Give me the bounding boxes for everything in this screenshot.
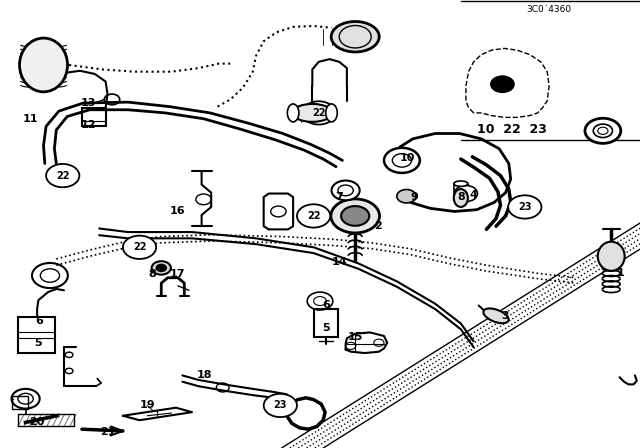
Circle shape xyxy=(397,190,416,203)
Text: 13: 13 xyxy=(81,98,96,108)
Ellipse shape xyxy=(332,22,380,52)
Circle shape xyxy=(331,199,380,233)
Text: ▬▬▬▬▬: ▬▬▬▬▬ xyxy=(22,407,62,428)
Text: 4: 4 xyxy=(470,190,477,200)
Text: 22: 22 xyxy=(56,171,70,181)
Text: 6: 6 xyxy=(36,316,44,326)
Text: 22: 22 xyxy=(312,108,326,118)
Text: 8: 8 xyxy=(457,192,465,202)
Ellipse shape xyxy=(598,242,625,271)
Text: 10  22  23: 10 22 23 xyxy=(477,122,547,136)
Circle shape xyxy=(341,206,369,226)
Circle shape xyxy=(302,101,335,125)
Text: 17: 17 xyxy=(170,269,186,279)
Ellipse shape xyxy=(454,181,468,186)
Text: 10: 10 xyxy=(399,153,415,163)
Circle shape xyxy=(491,76,514,92)
Text: 19: 19 xyxy=(140,401,155,410)
Circle shape xyxy=(156,264,166,271)
Text: 3C0´4360: 3C0´4360 xyxy=(527,5,572,14)
Text: 18: 18 xyxy=(197,370,212,380)
Circle shape xyxy=(454,185,477,202)
Text: 21: 21 xyxy=(100,427,115,437)
Circle shape xyxy=(585,118,621,143)
Ellipse shape xyxy=(483,309,509,323)
Circle shape xyxy=(508,195,541,219)
Text: 5: 5 xyxy=(35,338,42,348)
Text: 12: 12 xyxy=(81,121,96,130)
Text: 6: 6 xyxy=(323,300,330,310)
Ellipse shape xyxy=(326,104,337,122)
Text: 2: 2 xyxy=(374,221,381,231)
Circle shape xyxy=(332,181,360,200)
Text: 9: 9 xyxy=(411,192,419,202)
Text: 23: 23 xyxy=(518,202,532,212)
Text: 22: 22 xyxy=(307,211,321,221)
Circle shape xyxy=(297,204,330,228)
Text: 8: 8 xyxy=(148,269,156,279)
Text: 7: 7 xyxy=(335,192,343,202)
Text: 5: 5 xyxy=(323,323,330,333)
Circle shape xyxy=(123,236,156,259)
Text: 16: 16 xyxy=(170,206,186,215)
Text: 23: 23 xyxy=(273,401,287,410)
Text: 22: 22 xyxy=(132,242,147,252)
Circle shape xyxy=(152,261,171,275)
Ellipse shape xyxy=(292,104,332,122)
Ellipse shape xyxy=(287,104,299,122)
Text: 3: 3 xyxy=(502,311,509,321)
Circle shape xyxy=(384,148,420,173)
Text: 11: 11 xyxy=(23,114,38,124)
Text: 1: 1 xyxy=(617,268,625,278)
Ellipse shape xyxy=(454,189,468,207)
Circle shape xyxy=(46,164,79,187)
Ellipse shape xyxy=(20,38,68,92)
Text: 20: 20 xyxy=(29,417,45,427)
Circle shape xyxy=(264,394,297,417)
Text: 14: 14 xyxy=(332,257,347,267)
Text: 15: 15 xyxy=(348,332,363,342)
